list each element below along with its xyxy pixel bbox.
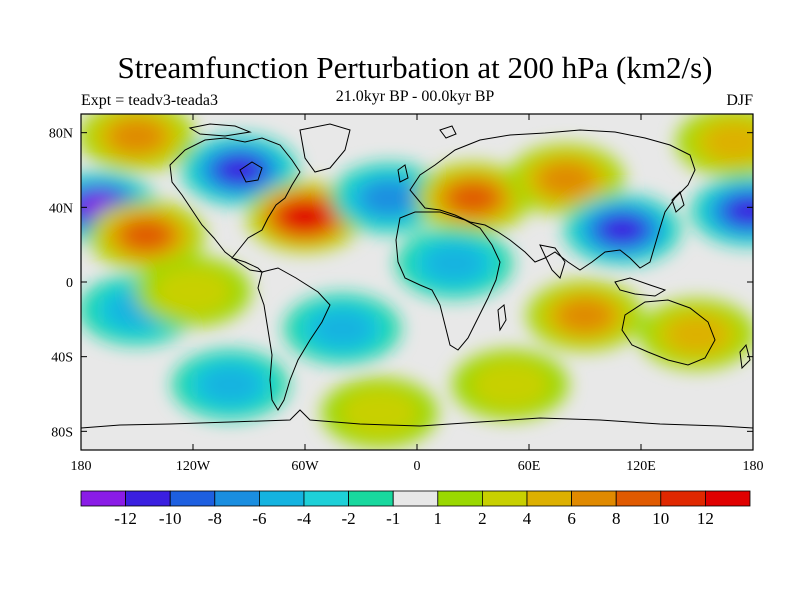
plot-title: Streamfunction Perturbation at 200 hPa (… <box>117 50 713 85</box>
colorbar-label: 6 <box>567 509 576 528</box>
coastline-antarctica <box>81 409 753 429</box>
colorbar-swatch <box>392 490 439 507</box>
field-anomaly-9 <box>691 176 753 247</box>
y-tick-label: 0 <box>66 276 73 291</box>
field-anomaly-5 <box>331 163 447 233</box>
coastline-eurasia <box>409 129 696 271</box>
colorbar-swatch <box>437 490 483 507</box>
map-panel <box>81 114 753 450</box>
field-anomaly-10 <box>676 114 753 177</box>
coastline-british-isles <box>397 164 409 183</box>
coastline-greenland <box>299 123 351 173</box>
field-anomaly-17 <box>396 228 513 299</box>
coastline-new-zealand <box>739 343 751 370</box>
colorbar-label: 8 <box>612 509 621 528</box>
coastline-africa <box>395 211 501 351</box>
colorbar-swatch <box>526 490 572 507</box>
field-contour <box>340 388 420 437</box>
field-contour <box>449 183 497 213</box>
field-contour <box>110 119 164 154</box>
field-anomaly-14 <box>135 256 251 327</box>
colorbar-label: 1 <box>434 509 443 528</box>
field-anomaly-7 <box>508 144 625 215</box>
colorbar-swatch <box>80 490 126 507</box>
field-anomaly-8 <box>564 194 681 265</box>
field-contour <box>727 197 753 225</box>
colorbar-label: -1 <box>386 509 400 528</box>
y-tick-label: 80S <box>51 425 73 440</box>
period-label: 21.0kyr BP - 00.0kyr BP <box>335 88 495 105</box>
coastline-svalbard <box>439 125 457 139</box>
x-tick-label: 180 <box>71 459 92 474</box>
field-anomaly-4 <box>81 114 195 172</box>
coastline-india <box>539 244 566 279</box>
field-contour <box>470 360 550 409</box>
field-contour <box>665 314 729 354</box>
colorbar-swatch <box>705 490 751 507</box>
coastline-hudson-bay <box>239 161 263 183</box>
colorbar-label: -2 <box>342 509 356 528</box>
colorbar-swatch <box>348 490 394 507</box>
field-contour <box>362 181 416 215</box>
colorbar-label: 12 <box>697 509 714 528</box>
field-anomaly-12 <box>639 299 753 370</box>
field-anomaly-15 <box>172 349 289 420</box>
field-contour <box>311 309 374 349</box>
colorbar-label: -10 <box>159 509 182 528</box>
colorbar-label: 2 <box>478 509 487 528</box>
field-anomaly-16 <box>284 293 401 364</box>
field-contour <box>558 298 612 333</box>
x-tick-label: 60E <box>518 459 541 474</box>
field-contour <box>600 215 644 244</box>
colorbar-swatch <box>571 490 617 507</box>
field-contour <box>539 162 594 197</box>
colorbar-label: 4 <box>523 509 532 528</box>
field-contour <box>703 122 753 162</box>
x-tick-label: 60W <box>291 459 319 474</box>
coastline-japan <box>671 191 685 213</box>
y-tick-label: 80N <box>49 127 73 142</box>
x-tick-label: 120W <box>176 459 211 474</box>
colorbar-label: -12 <box>114 509 137 528</box>
colorbar: -12 -10 -8 -6 -4 -2 -1 1 2 4 6 8 10 12 <box>80 490 751 528</box>
colorbar-label: -6 <box>252 509 266 528</box>
coastline-arctic-islands <box>188 123 252 137</box>
field-anomaly-19 <box>321 377 438 448</box>
colorbar-swatch <box>481 490 528 507</box>
colorbar-swatch <box>660 490 706 507</box>
colorbar-label: -4 <box>297 509 312 528</box>
y-tick-label: 40S <box>51 351 73 366</box>
colorbar-swatch <box>615 490 662 507</box>
map-axes: 180 120W 60W 0 60E 120E 180 80N 40N 0 40S 80S <box>49 114 764 474</box>
colorbar-label: -8 <box>208 509 222 528</box>
colorbar-swatch <box>169 490 216 507</box>
field-contour <box>153 267 233 316</box>
x-tick-label: 180 <box>743 459 764 474</box>
coastline-australia <box>621 299 716 366</box>
y-tick-label: 40N <box>49 201 73 216</box>
x-tick-label: 120E <box>626 459 656 474</box>
colorbar-swatch <box>125 490 171 507</box>
field-contour <box>423 243 486 283</box>
coastline-maritime-asia <box>614 277 667 297</box>
field-anomaly-18 <box>452 349 569 420</box>
coastlines <box>81 123 753 429</box>
colorbar-swatch <box>214 490 260 507</box>
colorbar-swatch <box>303 490 349 507</box>
field-anomaly-3 <box>88 200 205 271</box>
coastline-south-america <box>257 267 331 411</box>
experiment-label: Expt = teadv3-teada3 <box>81 92 218 109</box>
field-contour <box>122 220 171 251</box>
colorbar-swatch <box>258 490 305 507</box>
coastline-madagascar <box>497 304 507 332</box>
colorbar-label: 10 <box>652 509 669 528</box>
field-contour <box>199 365 262 405</box>
field-contour <box>284 203 326 230</box>
season-label: DJF <box>726 92 753 109</box>
coastline-north-america <box>169 137 301 273</box>
x-tick-label: 0 <box>414 459 421 474</box>
field-anomaly-11 <box>527 280 643 351</box>
